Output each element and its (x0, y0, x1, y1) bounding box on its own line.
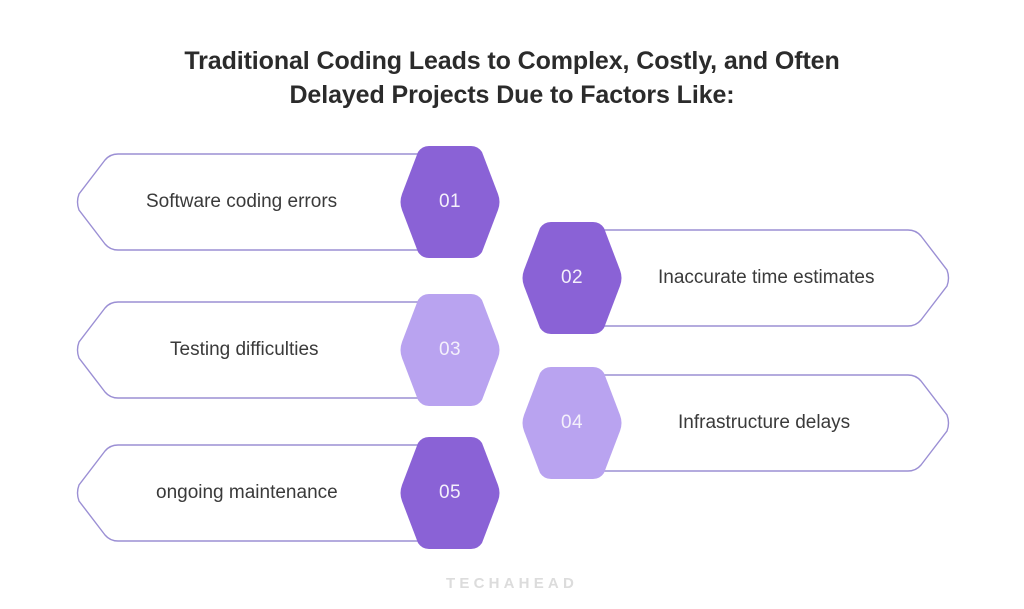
factor-number-04: 04 (561, 412, 583, 433)
factor-number-05: 05 (439, 482, 461, 503)
factor-row-04: Infrastructure delays 04 (522, 365, 950, 481)
page-title: Traditional Coding Leads to Complex, Cos… (112, 44, 912, 112)
factor-hexagon-01: 01 (400, 144, 500, 260)
factor-number-02: 02 (561, 267, 583, 288)
factor-hexagon-02: 02 (522, 220, 622, 336)
factor-number-01: 01 (439, 191, 461, 212)
factor-label-04: Infrastructure delays (678, 412, 851, 433)
factor-label-05: ongoing maintenance (156, 482, 338, 503)
page-title-line-2: Delayed Projects Due to Factors Like: (289, 81, 735, 109)
factor-row-03: Testing difficulties 03 (76, 292, 500, 408)
factor-label-02: Inaccurate time estimates (658, 267, 875, 288)
factor-number-03: 03 (439, 339, 461, 360)
factor-label-03: Testing difficulties (170, 339, 319, 360)
factor-hexagon-03: 03 (400, 292, 500, 408)
brand-logo: TECHAHEAD (446, 575, 578, 592)
page-title-line-1: Traditional Coding Leads to Complex, Cos… (184, 47, 840, 75)
factor-row-02: Inaccurate time estimates 02 (522, 220, 950, 336)
factor-hexagon-05: 05 (400, 435, 500, 551)
factor-label-01: Software coding errors (146, 191, 338, 212)
factor-row-01: Software coding errors 01 (76, 144, 500, 260)
factor-hexagon-04: 04 (522, 365, 622, 481)
factor-row-05: ongoing maintenance 05 (76, 435, 500, 551)
